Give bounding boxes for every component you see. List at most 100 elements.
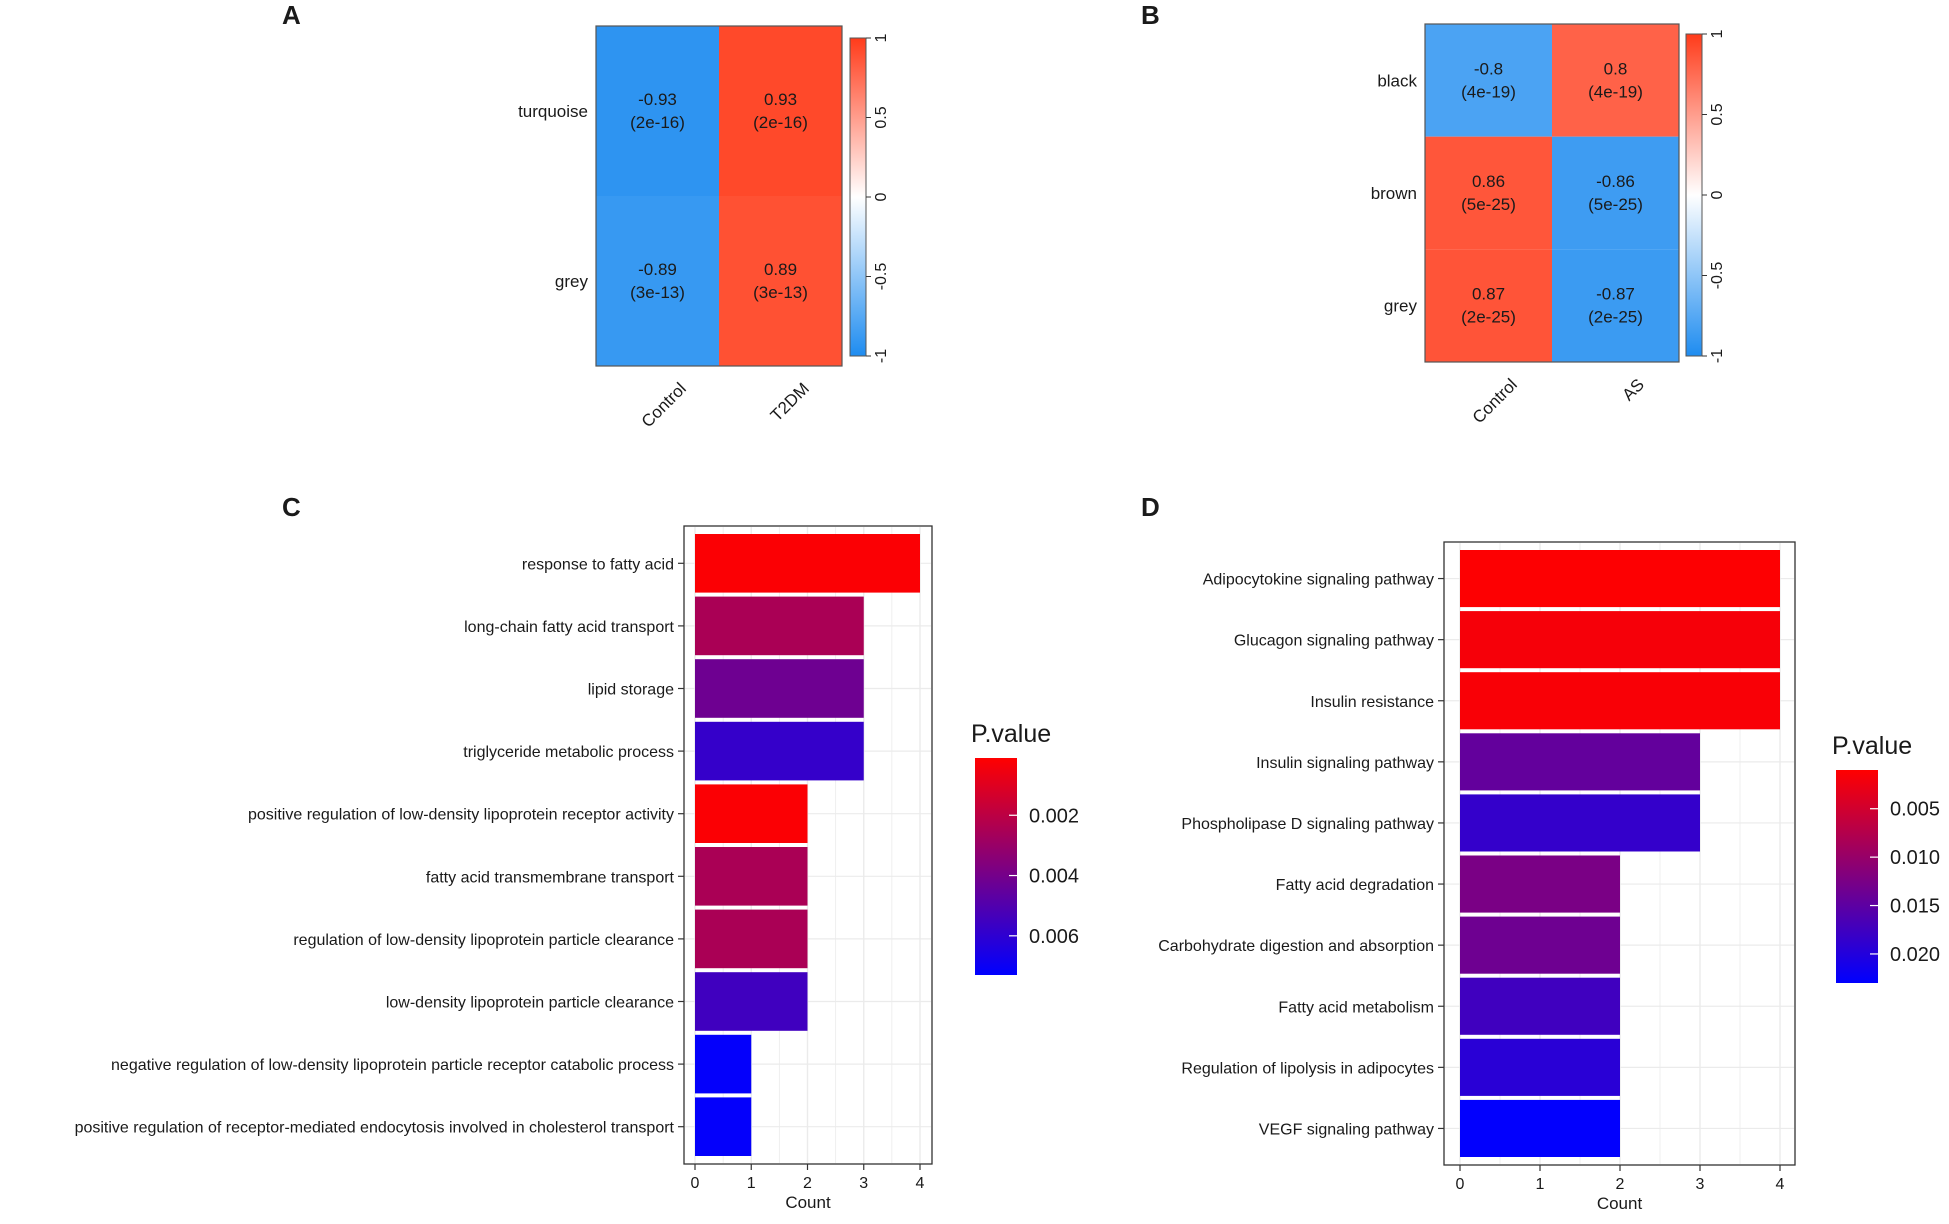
category-label: Fatty acid metabolism <box>1278 999 1434 1016</box>
bar <box>1460 611 1780 669</box>
bar <box>695 596 864 656</box>
category-label: Carbohydrate digestion and absorption <box>1158 938 1434 955</box>
bar <box>1460 794 1700 852</box>
category-label: long-chain fatty acid transport <box>464 619 674 636</box>
bar <box>695 1034 752 1094</box>
legend-tick-label: 0.020 <box>1890 944 1940 966</box>
legend-title: P.value <box>971 720 1051 748</box>
cell-correlation: -0.86 <box>1596 172 1635 191</box>
colorbar-tick-label: 0.5 <box>1709 103 1726 125</box>
category-label: fatty acid transmembrane transport <box>426 869 675 886</box>
x-tick-label: 4 <box>916 1175 925 1192</box>
row-label: brown <box>1371 184 1417 203</box>
bar <box>695 847 808 906</box>
cell-correlation: -0.89 <box>638 260 677 279</box>
bar <box>1460 550 1780 608</box>
category-label: Regulation of lipolysis in adipocytes <box>1181 1060 1434 1077</box>
cell-correlation: 0.89 <box>764 260 797 279</box>
cell-pvalue: (4e-19) <box>1588 82 1643 101</box>
category-label: positive regulation of receptor-mediated… <box>75 1120 675 1137</box>
colorbar-tick-label: 0 <box>873 192 890 201</box>
legend-tick-label: 0.005 <box>1890 799 1940 821</box>
heatmap-cell <box>1552 24 1679 137</box>
legend-tick-label: 0.015 <box>1890 896 1940 918</box>
x-tick-label: 2 <box>1616 1176 1625 1193</box>
cell-pvalue: (5e-25) <box>1461 195 1516 214</box>
heatmap-border <box>595 25 843 367</box>
bar <box>695 784 808 843</box>
bar <box>1460 977 1620 1035</box>
panel-label-d: D <box>1141 492 1160 522</box>
legend-tick-label: 0.004 <box>1029 866 1079 888</box>
bar <box>695 972 808 1031</box>
heatmap-cell <box>1552 136 1679 250</box>
x-tick-label: 4 <box>1776 1176 1785 1193</box>
bar <box>695 721 864 781</box>
column-label: AS <box>1618 375 1647 404</box>
category-label: triglyceride metabolic process <box>463 744 674 761</box>
bar <box>695 1097 752 1156</box>
bar <box>1460 1099 1620 1157</box>
cell-correlation: 0.8 <box>1604 59 1628 78</box>
x-tick-label: 1 <box>1536 1176 1545 1193</box>
heatmap-cell <box>719 26 842 196</box>
x-tick-label: 3 <box>1696 1176 1705 1193</box>
cell-correlation: -0.93 <box>638 90 677 109</box>
colorbar-tick-label: 1 <box>873 33 890 42</box>
heatmap-cell <box>1425 24 1552 137</box>
legend-tick-label: 0.006 <box>1029 926 1079 948</box>
heatmap-cell <box>719 196 842 366</box>
category-label: Glucagon signaling pathway <box>1234 633 1434 650</box>
cell-pvalue: (5e-25) <box>1588 195 1643 214</box>
column-label: Control <box>638 379 690 431</box>
category-label: Adipocytokine signaling pathway <box>1203 572 1434 589</box>
legend-title: P.value <box>1832 732 1912 760</box>
cell-pvalue: (2e-16) <box>753 113 808 132</box>
legend-tick-label: 0.002 <box>1029 805 1079 827</box>
colorbar <box>1685 33 1703 357</box>
bar <box>1460 855 1620 913</box>
heatmap-cell <box>1552 249 1679 362</box>
colorbar-tick-label: -0.5 <box>1709 262 1726 290</box>
cell-correlation: -0.87 <box>1596 285 1635 304</box>
colorbar-tick-label: 0.5 <box>873 106 890 128</box>
category-label: positive regulation of low-density lipop… <box>248 807 674 824</box>
colorbar-tick-label: -0.5 <box>873 263 890 291</box>
panel-label-a: A <box>282 0 301 30</box>
column-label: Control <box>1469 375 1521 427</box>
colorbar-tick-label: -1 <box>873 349 890 363</box>
category-label: negative regulation of low-density lipop… <box>111 1057 674 1074</box>
category-label: Insulin resistance <box>1310 694 1434 711</box>
heatmap-cell <box>596 26 719 196</box>
bar-chart-c: response to fatty acid long-chain fatty a… <box>75 525 1079 1212</box>
cell-pvalue: (2e-25) <box>1588 308 1643 327</box>
category-label: Insulin signaling pathway <box>1256 755 1434 772</box>
x-tick-label: 1 <box>747 1175 756 1192</box>
panel-label-b: B <box>1141 0 1160 30</box>
bar <box>1460 733 1700 791</box>
category-label: regulation of low-density lipoprotein pa… <box>293 932 674 949</box>
bar <box>1460 1038 1620 1096</box>
heatmap-cell <box>1425 249 1552 362</box>
category-label: Fatty acid degradation <box>1276 877 1434 894</box>
x-tick-label: 3 <box>859 1175 868 1192</box>
cell-pvalue: (2e-16) <box>630 113 685 132</box>
x-tick-label: 2 <box>803 1175 812 1192</box>
heatmap-cell <box>1425 136 1552 250</box>
row-label: turquoise <box>518 102 588 121</box>
bar <box>1460 916 1620 974</box>
cell-correlation: 0.87 <box>1472 285 1505 304</box>
bar <box>1460 672 1780 730</box>
cell-correlation: -0.8 <box>1474 59 1503 78</box>
heatmap-border <box>1424 23 1680 363</box>
colorbar <box>849 37 867 357</box>
cell-pvalue: (2e-25) <box>1461 308 1516 327</box>
heatmap-cell <box>596 196 719 366</box>
cell-pvalue: (3e-13) <box>630 283 685 302</box>
x-tick-label: 0 <box>1456 1176 1465 1193</box>
category-label: VEGF signaling pathway <box>1259 1121 1434 1138</box>
heatmap-b: -0.8 (4e-19) 0.8 (4e-19) 0.86 (5e-25) -0.86 (5e… <box>1371 23 1726 427</box>
cell-correlation: 0.86 <box>1472 172 1505 191</box>
colorbar-tick-label: 0 <box>1709 190 1726 199</box>
